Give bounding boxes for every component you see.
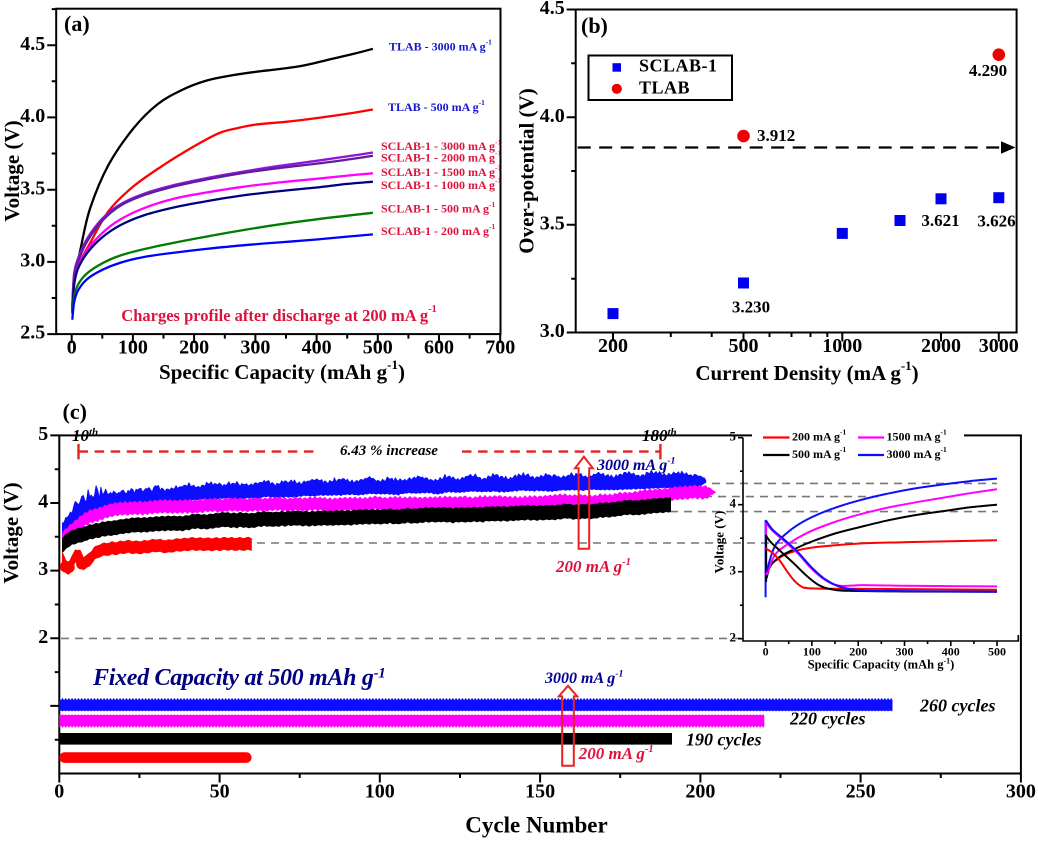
svg-text:3.230: 3.230 bbox=[732, 297, 770, 316]
svg-text:2: 2 bbox=[38, 626, 48, 648]
svg-text:SCLAB-1 - 1500 mA g-1: SCLAB-1 - 1500 mA g-1 bbox=[381, 163, 501, 179]
svg-text:100: 100 bbox=[803, 644, 821, 658]
svg-text:3000 mA g-1: 3000 mA g-1 bbox=[544, 668, 623, 687]
svg-text:200: 200 bbox=[179, 337, 209, 359]
svg-text:200: 200 bbox=[598, 335, 628, 357]
svg-text:200 mA g-1: 200 mA g-1 bbox=[792, 427, 846, 443]
svg-text:3: 3 bbox=[38, 558, 48, 580]
svg-text:4.0: 4.0 bbox=[540, 105, 565, 127]
svg-text:2.5: 2.5 bbox=[20, 322, 45, 344]
svg-text:200 mA g-1: 200 mA g-1 bbox=[578, 744, 654, 763]
svg-text:Over-potential (V): Over-potential (V) bbox=[514, 88, 538, 253]
svg-text:SCLAB-1: SCLAB-1 bbox=[639, 55, 718, 75]
svg-text:3000: 3000 bbox=[979, 335, 1019, 357]
svg-text:SCLAB-1 - 500 mA g-1: SCLAB-1 - 500 mA g-1 bbox=[381, 200, 495, 216]
svg-text:700: 700 bbox=[485, 337, 515, 359]
svg-text:600: 600 bbox=[424, 337, 454, 359]
svg-text:Voltage (V): Voltage (V) bbox=[0, 120, 24, 221]
svg-text:3.626: 3.626 bbox=[977, 212, 1015, 231]
svg-text:Voltage (V): Voltage (V) bbox=[0, 482, 23, 583]
svg-text:4.5: 4.5 bbox=[20, 33, 45, 55]
svg-text:100: 100 bbox=[365, 781, 395, 803]
svg-text:200: 200 bbox=[685, 781, 715, 803]
svg-text:1000: 1000 bbox=[822, 335, 862, 357]
svg-text:TLAB - 500 mA g-1: TLAB - 500 mA g-1 bbox=[388, 98, 485, 114]
svg-text:TLAB: TLAB bbox=[639, 77, 690, 97]
svg-text:0: 0 bbox=[54, 781, 64, 803]
svg-text:150: 150 bbox=[525, 781, 555, 803]
svg-text:3.5: 3.5 bbox=[540, 212, 565, 234]
svg-text:TLAB - 3000 mA g-1: TLAB - 3000 mA g-1 bbox=[389, 37, 492, 53]
svg-text:100: 100 bbox=[118, 337, 148, 359]
svg-text:Specific Capacity (mAh g-1): Specific Capacity (mAh g-1) bbox=[808, 656, 955, 671]
svg-text:Voltage (V): Voltage (V) bbox=[711, 511, 726, 574]
svg-text:500: 500 bbox=[729, 335, 759, 357]
svg-text:5: 5 bbox=[730, 429, 737, 444]
svg-text:3.621: 3.621 bbox=[921, 211, 959, 230]
svg-text:500: 500 bbox=[988, 644, 1006, 658]
svg-text:Current Density (mA g-1): Current Density (mA g-1) bbox=[695, 358, 918, 385]
svg-text:50: 50 bbox=[210, 781, 230, 803]
svg-text:500: 500 bbox=[363, 337, 393, 359]
svg-text:SCLAB-1 - 1000 mA g-1: SCLAB-1 - 1000 mA g-1 bbox=[381, 176, 501, 192]
svg-text:300: 300 bbox=[1006, 781, 1036, 803]
svg-text:SCLAB-1 - 2000 mA g-1: SCLAB-1 - 2000 mA g-1 bbox=[381, 148, 501, 164]
svg-text:SCLAB-1 - 3000 mA g-1: SCLAB-1 - 3000 mA g-1 bbox=[381, 137, 501, 153]
svg-text:200: 200 bbox=[849, 644, 867, 658]
svg-text:400: 400 bbox=[942, 644, 960, 658]
svg-text:4: 4 bbox=[38, 491, 48, 513]
svg-text:0: 0 bbox=[67, 337, 77, 359]
svg-text:250: 250 bbox=[846, 781, 876, 803]
svg-text:(a): (a) bbox=[64, 11, 90, 36]
svg-text:3.0: 3.0 bbox=[20, 249, 45, 271]
svg-text:SCLAB-1 - 200 mA g-1: SCLAB-1 - 200 mA g-1 bbox=[381, 222, 495, 238]
svg-text:Specific Capacity (mAh g-1): Specific Capacity (mAh g-1) bbox=[159, 357, 405, 384]
svg-text:500 mA g-1: 500 mA g-1 bbox=[792, 445, 846, 461]
svg-text:(c): (c) bbox=[63, 399, 87, 424]
svg-text:4.290: 4.290 bbox=[969, 61, 1007, 80]
svg-text:3: 3 bbox=[730, 563, 737, 578]
svg-text:3000 mA g-1: 3000 mA g-1 bbox=[596, 455, 675, 474]
svg-text:Cycle Number: Cycle Number bbox=[465, 812, 607, 837]
svg-text:300: 300 bbox=[896, 644, 914, 658]
svg-text:2000: 2000 bbox=[921, 335, 961, 357]
svg-text:200 mA g-1: 200 mA g-1 bbox=[555, 557, 631, 576]
svg-text:3000 mA g-1: 3000 mA g-1 bbox=[887, 445, 947, 461]
svg-text:4.5: 4.5 bbox=[540, 0, 565, 19]
svg-text:300: 300 bbox=[240, 337, 270, 359]
svg-text:Fixed Capacity at 500 mAh g-1: Fixed Capacity at 500 mAh g-1 bbox=[92, 665, 385, 691]
svg-text:0: 0 bbox=[763, 644, 769, 658]
svg-text:4.0: 4.0 bbox=[20, 105, 45, 127]
svg-text:3.0: 3.0 bbox=[540, 320, 565, 342]
svg-text:400: 400 bbox=[302, 337, 332, 359]
svg-text:5: 5 bbox=[38, 423, 48, 445]
svg-text:3.912: 3.912 bbox=[757, 126, 795, 145]
svg-text:Charges profile after discharg: Charges profile after discharge at 200 m… bbox=[121, 304, 436, 324]
svg-text:220 cycles: 220 cycles bbox=[789, 709, 865, 729]
svg-text:3.5: 3.5 bbox=[20, 177, 45, 199]
svg-text:260 cycles: 260 cycles bbox=[919, 695, 995, 715]
svg-text:1500 mA g-1: 1500 mA g-1 bbox=[887, 427, 947, 443]
svg-text:4: 4 bbox=[730, 496, 737, 511]
svg-text:2: 2 bbox=[730, 630, 737, 645]
svg-text:(b): (b) bbox=[581, 13, 608, 38]
svg-text:6.43 % increase: 6.43 % increase bbox=[340, 443, 438, 459]
svg-text:190 cycles: 190 cycles bbox=[686, 730, 761, 750]
